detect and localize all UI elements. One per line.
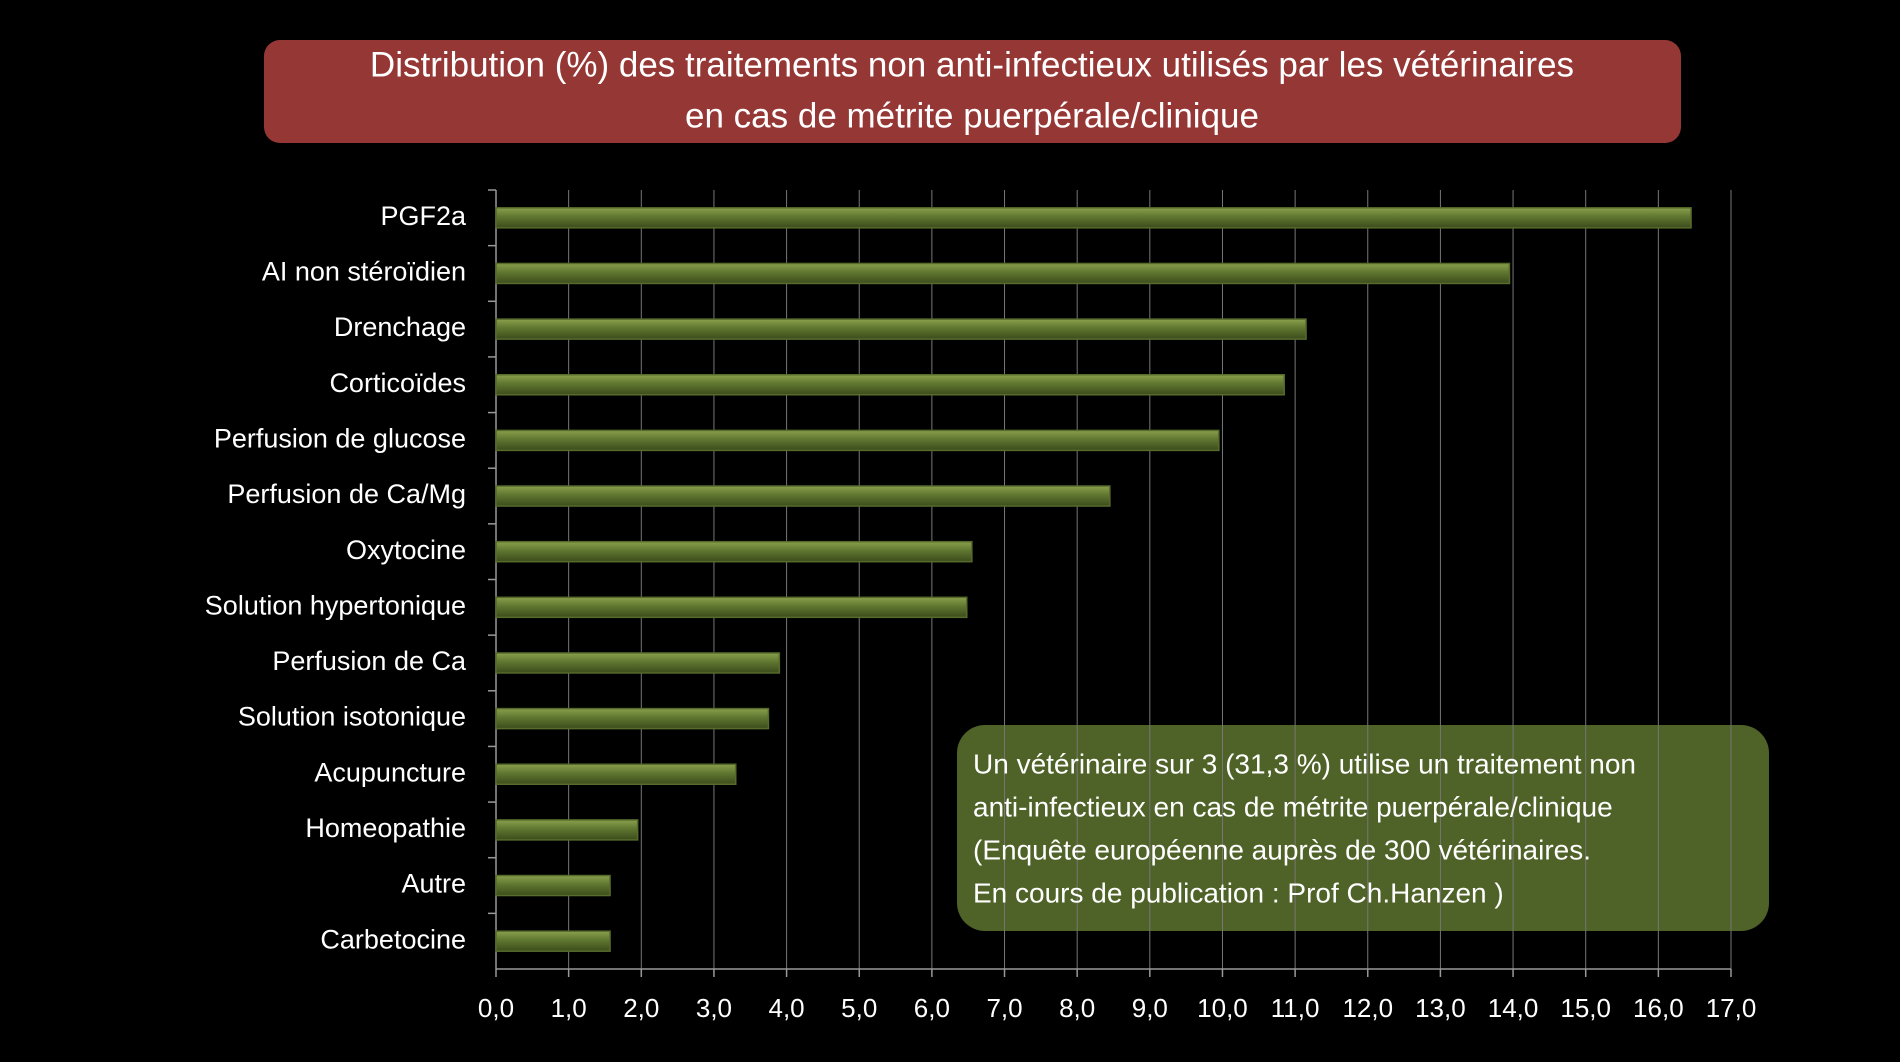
y-tick-label: Oxytocine (346, 535, 466, 565)
x-tick-label: 0,0 (478, 993, 514, 1023)
y-tick-label: Perfusion de glucose (214, 424, 466, 454)
x-tick-label: 6,0 (914, 993, 950, 1023)
annotation: (Enquête européenne auprès de 300 vétéri… (973, 834, 1591, 865)
x-tick-label: 14,0 (1488, 993, 1539, 1023)
annotation: anti-infectieux en cas de métrite puerpé… (973, 791, 1613, 822)
x-tick-label: 1,0 (551, 993, 587, 1023)
chart-title: en cas de métrite puerpérale/clinique (685, 96, 1259, 135)
bar (495, 485, 1111, 507)
x-tick-label: 16,0 (1633, 993, 1684, 1023)
bar (495, 540, 973, 563)
bar (495, 374, 1285, 396)
y-tick-label: Drenchage (334, 312, 466, 342)
x-tick-label: 8,0 (1059, 993, 1095, 1023)
annotation-box (957, 725, 1769, 931)
y-tick-label: Solution hypertonique (205, 590, 466, 620)
y-tick-label: Solution isotonique (238, 702, 466, 732)
x-tick-label: 10,0 (1197, 993, 1248, 1023)
bar (495, 652, 781, 674)
y-tick-label: Corticoïdes (329, 368, 466, 398)
y-tick-label: Acupuncture (314, 757, 466, 787)
chart-title: Distribution (%) des traitements non ant… (370, 45, 1574, 84)
y-tick-label: Autre (401, 869, 466, 899)
bar (495, 930, 611, 952)
bar (495, 318, 1307, 340)
annotation: Un vétérinaire sur 3 (31,3 %) utilise un… (973, 748, 1636, 779)
bar (495, 874, 611, 897)
x-tick-label: 12,0 (1342, 993, 1393, 1023)
title-box (264, 40, 1681, 143)
x-tick-label: 13,0 (1415, 993, 1466, 1023)
x-tick-label: 11,0 (1271, 993, 1320, 1023)
bar (495, 262, 1511, 285)
x-tick-label: 4,0 (769, 993, 805, 1023)
bar (495, 207, 1692, 229)
x-tick-label: 3,0 (696, 993, 732, 1023)
y-tick-label: AI non stéroïdien (262, 257, 466, 287)
y-tick-label: PGF2a (380, 201, 467, 231)
bar (495, 819, 639, 841)
y-tick-label: Carbetocine (320, 924, 466, 954)
x-tick-label: 15,0 (1560, 993, 1611, 1023)
x-tick-label: 5,0 (841, 993, 877, 1023)
y-tick-label: Perfusion de Ca/Mg (227, 479, 466, 509)
bar (495, 763, 737, 785)
bar (495, 596, 968, 619)
x-tick-label: 9,0 (1132, 993, 1168, 1023)
y-tick-label: Homeopathie (305, 813, 466, 843)
x-tick-label: 17,0 (1706, 993, 1757, 1023)
y-tick-label: Perfusion de Ca (272, 646, 467, 676)
x-tick-label: 2,0 (623, 993, 659, 1023)
x-tick-label: 7,0 (986, 993, 1022, 1023)
bar (495, 429, 1220, 452)
annotation: En cours de publication : Prof Ch.Hanzen… (973, 877, 1504, 908)
bar (495, 707, 770, 730)
